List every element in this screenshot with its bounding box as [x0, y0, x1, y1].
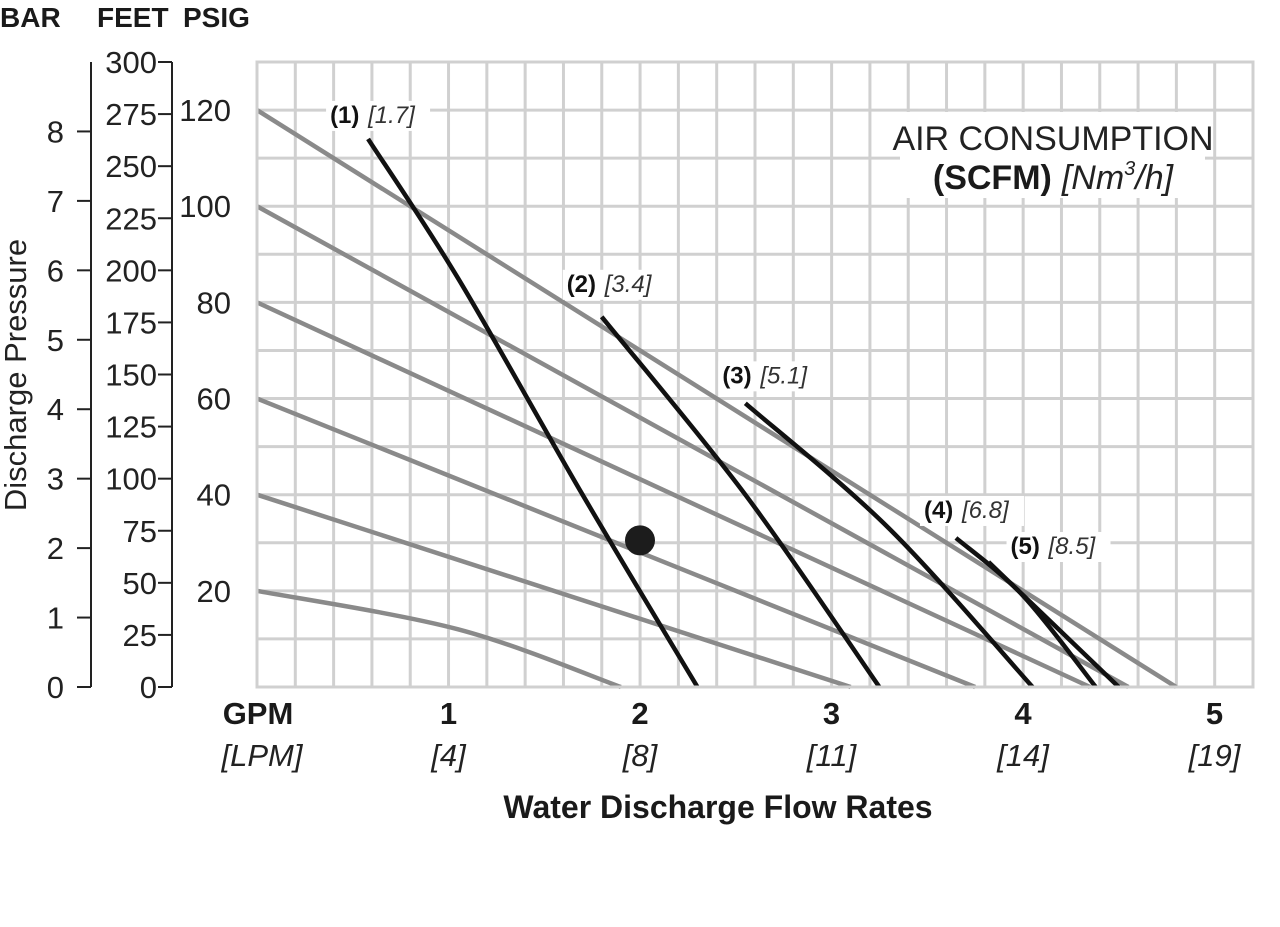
bar-tick-label: 7	[47, 184, 64, 219]
air-curve-label-bg	[326, 100, 431, 131]
air-curve-value: [1.7]	[367, 102, 416, 129]
x-tick-lpm: [8]	[622, 738, 659, 773]
x-unit-lpm: [LPM]	[221, 738, 304, 773]
legend-background	[900, 112, 1205, 198]
air-curve-value: [8.5]	[1048, 533, 1097, 560]
legend-unit-nm: [Nm	[1061, 159, 1124, 197]
bar-tick-label: 4	[47, 392, 64, 427]
x-tick-gpm: 5	[1206, 696, 1223, 731]
legend-title: AIR CONSUMPTION	[892, 120, 1213, 158]
feet-tick-label: 200	[105, 253, 157, 288]
feet-tick-label: 250	[105, 149, 157, 184]
feet-tick-label: 300	[105, 45, 157, 80]
air-curve	[743, 401, 1035, 689]
plot-frame	[255, 60, 1255, 689]
feet-tick-label: 125	[105, 410, 157, 445]
air-curve-label-bg	[718, 361, 823, 392]
pressure-curve	[256, 396, 976, 690]
x-axis-title: Water Discharge Flow Rates	[503, 789, 932, 825]
feet-tick-label: 75	[123, 514, 157, 549]
pressure-curve	[256, 492, 852, 690]
feet-tick-label: 25	[123, 618, 157, 653]
psig-label-bg	[186, 380, 236, 417]
x-tick-lpm: [11]	[806, 738, 858, 773]
psig-label-bg	[186, 284, 236, 321]
pressure-curve	[256, 588, 622, 690]
psig-tick-label: 80	[197, 285, 231, 320]
air-curve-number: (3)	[722, 362, 751, 389]
x-tick-lpm: [19]	[1188, 738, 1242, 773]
x-tick-gpm: 2	[631, 696, 648, 731]
air-curve-number: (1)	[330, 102, 359, 129]
feet-axis: 0 25 50 75 100 125 150 175 200 225 250 275 300	[105, 45, 173, 705]
x-unit-gpm: GPM	[223, 696, 294, 731]
air-consumption-curves	[366, 137, 1121, 689]
air-curve-number: (4)	[924, 497, 953, 524]
legend-unit: (SCFM) [Nm3/h]	[933, 158, 1175, 197]
bar-tick-label: 2	[47, 531, 64, 566]
feet-tick-label: 100	[105, 462, 157, 497]
feet-tick-label: 275	[105, 97, 157, 132]
unit-header-bar: BAR	[0, 2, 61, 33]
psig-label-bg	[186, 476, 236, 513]
unit-header-feet: FEET	[97, 2, 169, 33]
psig-tick-label: 120	[179, 93, 231, 128]
air-curve-label-bg	[1006, 532, 1111, 562]
legend-unit-h: /h]	[1133, 159, 1174, 197]
bar-tick-label: 3	[47, 462, 64, 497]
air-curve-value: [3.4]	[604, 271, 653, 298]
x-tick-gpm: 1	[440, 696, 457, 731]
air-curve-label-bg	[919, 495, 1024, 526]
air-curve	[599, 315, 882, 689]
psig-tick-label: 20	[197, 574, 231, 609]
psig-label-bg	[186, 572, 236, 609]
air-curve-labels: (1) [1.7] (2) [3.4] (3) [5.1] (4) [6.8](5) [8.5]	[326, 100, 1111, 562]
air-curve-value: [6.8]	[961, 497, 1010, 524]
x-tick-gpm: 4	[1014, 696, 1032, 731]
psig-axis: 20 40 60 80 100 120	[179, 92, 236, 609]
legend-unit-scfm: (SCFM)	[933, 159, 1052, 197]
air-curve	[366, 137, 700, 689]
bar-tick-label: 6	[47, 253, 64, 288]
air-curve-value: [5.1]	[759, 362, 808, 389]
psig-label-bg	[186, 92, 236, 129]
bar-tick-label: 8	[47, 114, 64, 149]
air-curve-number: (5)	[1011, 533, 1040, 560]
feet-tick-label: 150	[105, 358, 157, 393]
x-tick-lpm: [4]	[430, 738, 467, 773]
operating-point-marker	[625, 525, 655, 556]
bar-tick-label: 5	[47, 323, 64, 358]
feet-tick-label: 175	[105, 305, 157, 340]
pressure-curve	[256, 300, 1091, 690]
psig-tick-label: 60	[197, 382, 231, 417]
feet-tick-label: 0	[140, 670, 157, 705]
x-tick-gpm: 3	[823, 696, 840, 731]
pressure-curve	[255, 204, 1130, 689]
psig-tick-label: 40	[197, 478, 231, 513]
feet-tick-label: 225	[105, 201, 157, 236]
air-curve	[986, 560, 1121, 689]
bar-axis: 0 1 2 3 4 5 6 7 8	[47, 62, 92, 705]
x-tick-lpm: [14]	[996, 738, 1050, 773]
x-axis: GPM [LPM] 1 [4] 2 [8] 3 [11] 4 [14] 5 [19]	[221, 696, 1242, 773]
air-curve-label-bg	[562, 269, 667, 300]
y-axis-title: Discharge Pressure	[0, 239, 33, 511]
unit-header-psig: PSIG	[183, 2, 250, 33]
bar-tick-label: 0	[47, 670, 64, 705]
psig-tick-label: 100	[179, 189, 231, 224]
psig-label-bg	[186, 188, 236, 225]
legend-unit-sup: 3	[1124, 158, 1135, 180]
air-curve-number: (2)	[567, 271, 596, 298]
bar-tick-label: 1	[47, 601, 64, 636]
feet-tick-label: 50	[123, 566, 157, 601]
